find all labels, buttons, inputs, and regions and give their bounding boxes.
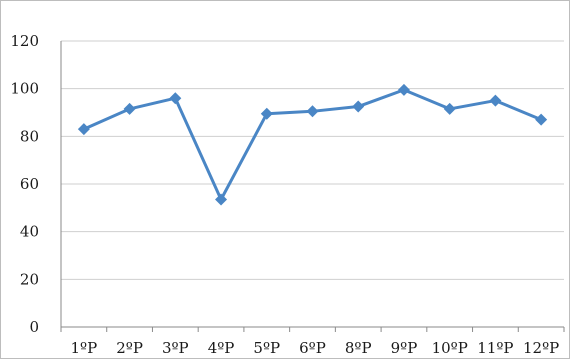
data-point-marker xyxy=(77,123,90,136)
data-point-marker xyxy=(489,94,502,107)
gridlines xyxy=(61,40,564,280)
data-point-marker xyxy=(397,83,410,96)
y-axis-tick-labels: 0 20 40 60 80 100 120 xyxy=(10,32,39,336)
data-point-marker xyxy=(260,107,273,120)
y-tick-label: 80 xyxy=(20,127,39,145)
x-tick-label: 2ºP xyxy=(116,339,143,357)
x-tick-label: 6ºP xyxy=(299,339,326,357)
y-tick-label: 60 xyxy=(20,175,39,193)
y-tick-label: 40 xyxy=(20,223,39,241)
x-tick-label: 12ºP xyxy=(523,339,559,357)
data-point-marker xyxy=(352,100,365,113)
data-point-marker xyxy=(535,113,548,126)
y-tick-label: 120 xyxy=(10,32,39,50)
x-tick-label: 10ºP xyxy=(432,339,468,357)
y-tick-label: 100 xyxy=(10,80,39,98)
data-point-marker xyxy=(306,105,319,118)
x-tick-label: 8ºP xyxy=(345,339,372,357)
x-tick-label: 9ºP xyxy=(391,339,418,357)
x-tick-label: 5ºP xyxy=(253,339,280,357)
data-point-marker xyxy=(169,92,182,105)
x-tick-label: 11ºP xyxy=(477,339,513,357)
series-group xyxy=(77,83,548,206)
data-point-marker xyxy=(123,102,136,115)
x-tick-label: 3ºP xyxy=(162,339,189,357)
x-tick-label: 4ºP xyxy=(208,339,235,357)
axes xyxy=(60,41,565,332)
data-point-marker xyxy=(443,102,456,115)
y-tick-label: 20 xyxy=(20,270,39,288)
x-axis-tick-labels: 1ºP 2ºP 3ºP 4ºP 5ºP 6ºP 8ºP 9ºP 10ºP 11ºP 12ºP xyxy=(71,339,560,357)
x-tick-label: 1ºP xyxy=(71,339,98,357)
y-tick-label: 0 xyxy=(29,318,39,336)
data-point-marker xyxy=(215,193,228,206)
